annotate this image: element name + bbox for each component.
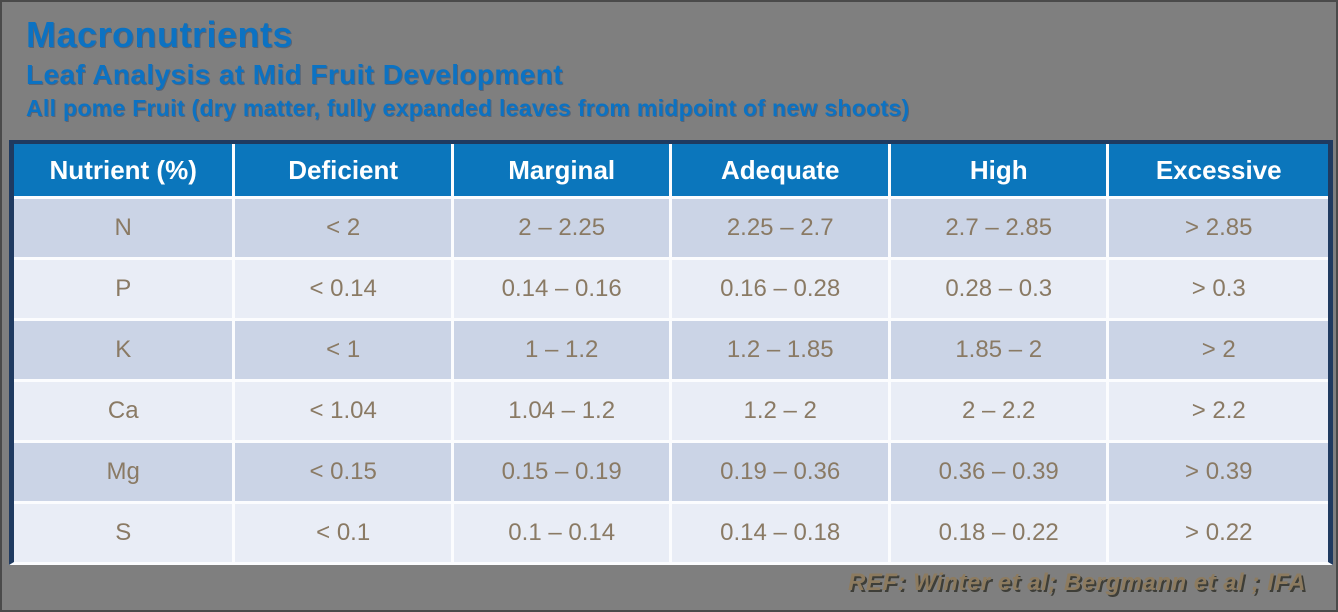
reference-text: REF: Winter et al; Bergmann et al ; IFA — [847, 569, 1306, 596]
value-cell: 2 – 2.2 — [890, 382, 1110, 443]
value-cell: 2.25 – 2.7 — [672, 199, 891, 260]
value-cell: 0.36 – 0.39 — [890, 443, 1110, 504]
value-cell: 2 – 2.25 — [453, 199, 673, 260]
nutrient-table-grid: Nutrient (%) Deficient Marginal Adequate… — [14, 144, 1328, 562]
nutrient-cell: K — [14, 321, 236, 382]
value-cell: 0.15 – 0.19 — [453, 443, 673, 504]
value-cell: 1.85 – 2 — [890, 321, 1110, 382]
value-cell: > 2 — [1109, 321, 1328, 382]
value-cell: 0.1 – 0.14 — [453, 504, 673, 562]
value-cell: > 0.22 — [1109, 504, 1328, 562]
value-cell: < 0.15 — [235, 443, 454, 504]
value-cell: 1.2 – 1.85 — [672, 321, 891, 382]
table-row-ca: Ca < 1.04 1.04 – 1.2 1.2 – 2 2 – 2.2 > 2… — [14, 382, 1328, 443]
value-cell: 0.14 – 0.18 — [672, 504, 891, 562]
value-cell: 1.04 – 1.2 — [453, 382, 673, 443]
nutrient-cell: P — [14, 260, 236, 321]
nutrient-cell: Ca — [14, 382, 236, 443]
table-row-k: K < 1 1 – 1.2 1.2 – 1.85 1.85 – 2 > 2 — [14, 321, 1328, 382]
value-cell: 1.2 – 2 — [672, 382, 891, 443]
slide-subtitle: Leaf Analysis at Mid Fruit Development — [26, 58, 563, 90]
slide-description: All pome Fruit (dry matter, fully expand… — [26, 95, 910, 122]
value-cell: > 0.3 — [1109, 260, 1328, 321]
nutrient-cell: N — [14, 199, 236, 260]
header-nutrient: Nutrient (%) — [14, 144, 236, 199]
value-cell: > 2.2 — [1109, 382, 1328, 443]
table-row-n: N < 2 2 – 2.25 2.25 – 2.7 2.7 – 2.85 > 2… — [14, 199, 1328, 260]
value-cell: 0.16 – 0.28 — [672, 260, 891, 321]
header-adequate: Adequate — [672, 144, 891, 199]
value-cell: 0.28 – 0.3 — [890, 260, 1110, 321]
value-cell: 1 – 1.2 — [453, 321, 673, 382]
value-cell: < 1.04 — [235, 382, 454, 443]
header-high: High — [890, 144, 1110, 199]
value-cell: 0.19 – 0.36 — [672, 443, 891, 504]
value-cell: < 0.14 — [235, 260, 454, 321]
slide-title: Macronutrients — [26, 14, 294, 55]
nutrient-table: Nutrient (%) Deficient Marginal Adequate… — [9, 140, 1333, 565]
value-cell: 2.7 – 2.85 — [890, 199, 1110, 260]
title-block: Macronutrients Leaf Analysis at Mid Frui… — [26, 14, 1326, 122]
value-cell: > 0.39 — [1109, 443, 1328, 504]
value-cell: < 0.1 — [235, 504, 454, 562]
value-cell: > 2.85 — [1109, 199, 1328, 260]
table-row-p: P < 0.14 0.14 – 0.16 0.16 – 0.28 0.28 – … — [14, 260, 1328, 321]
value-cell: 0.18 – 0.22 — [890, 504, 1110, 562]
nutrient-cell: S — [14, 504, 236, 562]
table-row-s: S < 0.1 0.1 – 0.14 0.14 – 0.18 0.18 – 0.… — [14, 504, 1328, 562]
table-header-row: Nutrient (%) Deficient Marginal Adequate… — [14, 144, 1328, 199]
header-excessive: Excessive — [1109, 144, 1328, 199]
value-cell: < 2 — [235, 199, 454, 260]
table-row-mg: Mg < 0.15 0.15 – 0.19 0.19 – 0.36 0.36 –… — [14, 443, 1328, 504]
value-cell: < 1 — [235, 321, 454, 382]
header-marginal: Marginal — [453, 144, 673, 199]
value-cell: 0.14 – 0.16 — [453, 260, 673, 321]
header-deficient: Deficient — [235, 144, 454, 199]
nutrient-cell: Mg — [14, 443, 236, 504]
